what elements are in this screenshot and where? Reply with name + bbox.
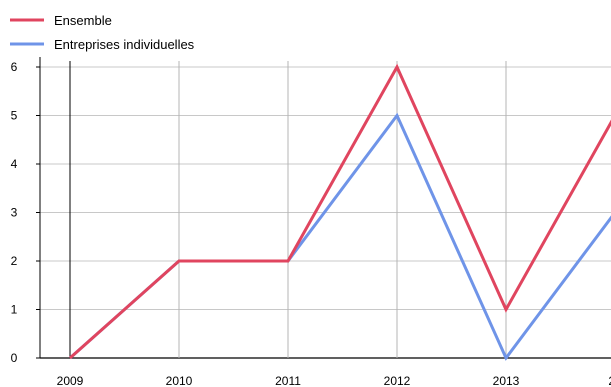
y-tick-label-5: 5 bbox=[11, 109, 18, 123]
legend: Ensemble Entreprises individuelles bbox=[10, 13, 195, 52]
y-tick-label-3: 3 bbox=[11, 206, 18, 220]
x-tick-label-2009: 2009 bbox=[57, 374, 84, 387]
y-tick-label-6: 6 bbox=[11, 60, 18, 74]
legend-label-ensemble: Ensemble bbox=[54, 13, 112, 28]
x-tick-label-2011: 2011 bbox=[275, 374, 301, 387]
x-tick-label-2012: 2012 bbox=[384, 374, 411, 387]
x-tick-label-2010: 2010 bbox=[166, 374, 193, 387]
y-tick-label-4: 4 bbox=[11, 157, 18, 171]
x-tick-label-2014: 20 bbox=[608, 374, 611, 387]
y-tick-label-1: 1 bbox=[11, 303, 18, 317]
series-line-entreprises-individuelles bbox=[69, 112, 611, 361]
series-group bbox=[69, 63, 611, 361]
series-line-ensemble bbox=[69, 63, 611, 360]
y-tick-labels: 0 1 2 3 4 5 6 bbox=[11, 60, 18, 365]
x-tick-label-2013: 2013 bbox=[493, 374, 520, 387]
x-tick-labels: 2009 2010 2011 2012 2013 20 bbox=[57, 374, 611, 387]
axes bbox=[36, 57, 41, 359]
y-tick-label-2: 2 bbox=[11, 254, 18, 268]
legend-label-entreprises-individuelles: Entreprises individuelles bbox=[54, 37, 195, 52]
y-tick-label-0: 0 bbox=[11, 351, 18, 365]
